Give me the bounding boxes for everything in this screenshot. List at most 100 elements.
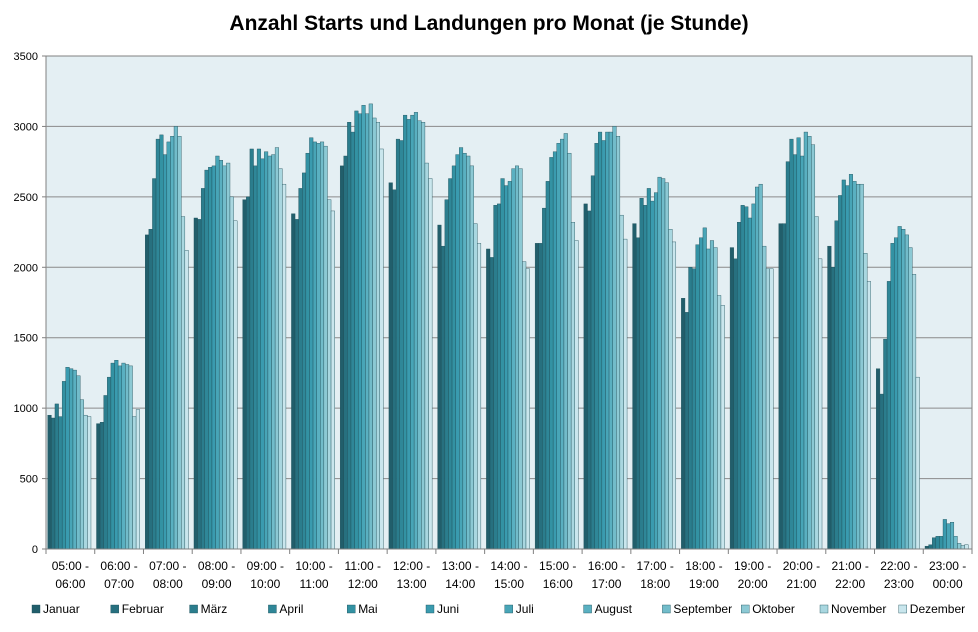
bar [424, 162, 429, 550]
bar [125, 364, 130, 550]
bar [233, 220, 238, 550]
bar [291, 213, 296, 550]
y-tick-label: 3000 [14, 121, 38, 133]
x-tick-label: 17:00 - [637, 559, 674, 573]
bar [619, 214, 624, 550]
bar [163, 154, 168, 550]
x-tick-label: 22:00 [835, 577, 865, 591]
x-tick-label: 12:00 - [393, 559, 430, 573]
bar [466, 155, 471, 550]
x-tick-label: 14:00 [445, 577, 475, 591]
bar [758, 183, 763, 550]
x-tick-label: 16:00 - [588, 559, 625, 573]
bar [964, 544, 969, 550]
bar [309, 137, 314, 550]
bar [117, 365, 122, 550]
bar [406, 119, 411, 550]
bar [556, 143, 561, 550]
y-tick-label: 2500 [14, 192, 38, 204]
bar [912, 274, 917, 550]
bar [661, 178, 666, 550]
bar [552, 151, 557, 550]
bar [477, 243, 482, 550]
bar [534, 243, 539, 550]
x-tick-label: 21:00 [786, 577, 816, 591]
bar [459, 147, 464, 550]
bar [545, 181, 550, 550]
bar [935, 536, 940, 550]
bar [368, 103, 373, 550]
x-tick-label: 09:00 - [247, 559, 284, 573]
bar [515, 165, 520, 550]
bar [834, 220, 839, 550]
bar [632, 223, 637, 550]
bar [413, 112, 418, 550]
x-tick-label: 13:00 - [442, 559, 479, 573]
bar [204, 169, 209, 550]
bar [883, 338, 888, 550]
x-tick-label: 18:00 [640, 577, 670, 591]
bar [695, 244, 700, 550]
bar [61, 381, 66, 550]
bar [684, 312, 689, 550]
bar [365, 113, 370, 550]
bar [908, 247, 913, 550]
x-tick-label: 14:00 - [490, 559, 527, 573]
bar [765, 268, 770, 550]
x-tick-label: 18:00 - [685, 559, 722, 573]
legend-label: Juni [437, 602, 459, 616]
legend-label: März [201, 602, 228, 616]
bar [953, 536, 958, 550]
bar [747, 217, 752, 550]
bar [894, 237, 899, 550]
x-tick-label: 08:00 - [198, 559, 235, 573]
legend-label: Dezember [910, 602, 965, 616]
bar [636, 237, 641, 550]
bar [960, 545, 965, 550]
bar [650, 200, 655, 550]
bar [200, 188, 205, 550]
bar [570, 222, 575, 550]
bar [302, 172, 307, 550]
bar [590, 175, 595, 550]
bar [623, 238, 628, 550]
bar [229, 196, 234, 550]
legend-swatch [31, 604, 41, 614]
bar [421, 121, 426, 550]
bar [305, 152, 310, 550]
bar [128, 365, 133, 550]
bar [486, 248, 491, 550]
bar [392, 189, 397, 550]
bar [249, 148, 254, 550]
bar [691, 268, 696, 550]
bar [253, 165, 258, 550]
legend-swatch [347, 604, 356, 614]
bar [709, 240, 714, 550]
bar [646, 188, 651, 550]
legend-label: April [279, 602, 303, 616]
bar [159, 134, 164, 550]
bar [668, 229, 673, 550]
bar [587, 210, 592, 550]
bar [256, 148, 261, 550]
bar [598, 131, 603, 550]
bar [720, 305, 725, 550]
bar [278, 168, 283, 550]
bar [298, 188, 303, 550]
bar [897, 226, 902, 550]
bar [605, 131, 610, 550]
bar [574, 240, 579, 550]
bar [838, 195, 843, 550]
bar [222, 165, 227, 550]
bar [796, 137, 801, 550]
bar [497, 203, 502, 550]
bar [354, 110, 359, 550]
bar [942, 519, 947, 550]
bar [751, 203, 756, 550]
bar [99, 422, 104, 550]
bar [211, 165, 216, 550]
bar [616, 136, 621, 550]
legend-swatch [110, 604, 120, 614]
x-tick-label: 22:00 - [880, 559, 917, 573]
